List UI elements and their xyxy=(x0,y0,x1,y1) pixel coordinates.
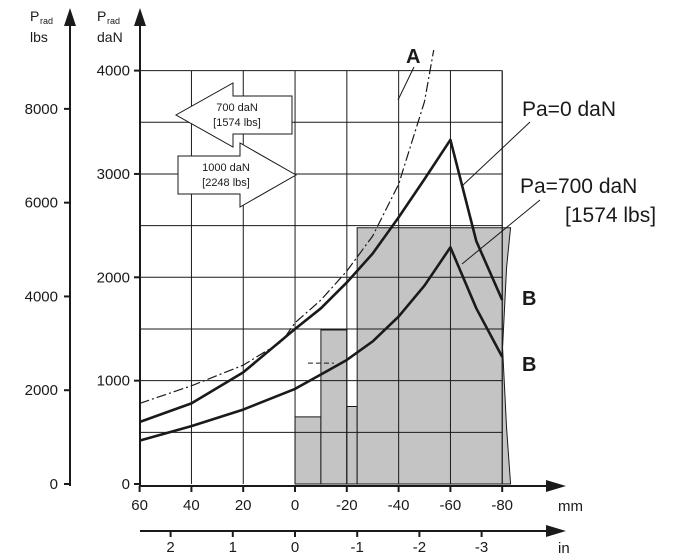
series-pa0-label: Pa=0 daN xyxy=(522,98,616,121)
series-pa0-leader xyxy=(461,121,531,187)
in-tick-label-3: -1 xyxy=(351,539,364,556)
in-tick-label-5: -3 xyxy=(475,539,488,556)
series-line-1 xyxy=(139,50,435,404)
dan-axis-title-main: P xyxy=(97,8,106,24)
shaded-region-1 xyxy=(294,416,322,485)
arrow-700-line1: 700 daN xyxy=(216,102,258,114)
series-a-label: A xyxy=(406,46,420,68)
lbs-tick-label-0: 0 xyxy=(50,476,58,493)
in-tick-label-4: -2 xyxy=(413,539,426,556)
shaded-region-2 xyxy=(320,329,348,485)
curve-end-label-upper: B xyxy=(522,288,536,310)
series xyxy=(139,50,504,442)
mm-axis-arrow-icon xyxy=(546,480,566,492)
arrow-700-dan: 700 daN [1574 lbs] xyxy=(174,82,293,148)
series-line-2 xyxy=(139,138,504,424)
axes xyxy=(64,8,566,537)
mm-tick-label-7: -80 xyxy=(491,497,513,514)
grid xyxy=(140,70,503,484)
mm-tick-label-4: -20 xyxy=(336,497,358,514)
dan-axis-unit: daN xyxy=(97,29,123,45)
shaded-regions xyxy=(294,227,512,485)
mm-tick-label-6: -60 xyxy=(440,497,462,514)
mm-tick-label-1: 40 xyxy=(183,497,200,514)
dan-axis-arrow-icon xyxy=(134,8,146,26)
dan-tick-label-1: 1000 xyxy=(97,373,130,390)
dan-tick-label-2: 2000 xyxy=(97,269,130,286)
lbs-tick-label-1: 2000 xyxy=(25,382,58,399)
arrow-1000-line1: 1000 daN xyxy=(202,162,250,174)
dan-axis-title-sub: rad xyxy=(107,16,120,26)
lbs-axis-title-main: P xyxy=(30,8,39,24)
lbs-axis-arrow-icon xyxy=(64,8,76,26)
in-axis-unit: in xyxy=(558,540,570,556)
in-tick-label-1: 1 xyxy=(229,539,237,556)
arrow-1000-dan: 1000 daN [2248 lbs] xyxy=(177,142,298,208)
in-tick-label-2: 0 xyxy=(291,539,299,556)
lbs-axis-title-sub: rad xyxy=(40,16,53,26)
series-pa700-leader xyxy=(461,199,541,265)
mm-tick-label-2: 20 xyxy=(235,497,252,514)
in-tick-label-0: 2 xyxy=(166,539,174,556)
dan-tick-label-0: 0 xyxy=(122,476,130,493)
shaded-region-3 xyxy=(346,405,358,485)
series-pa700-label: Pa=700 daN xyxy=(520,175,637,198)
mm-tick-label-3: 0 xyxy=(291,497,299,514)
in-axis-arrow-icon xyxy=(546,525,566,537)
mm-axis-unit: mm xyxy=(558,498,583,515)
arrow-1000-line2: [2248 lbs] xyxy=(202,177,250,189)
curve-end-label-lower: B xyxy=(522,354,536,376)
mm-tick-label-0: 60 xyxy=(131,497,148,514)
arrow-700-line2: [1574 lbs] xyxy=(213,117,261,129)
dan-tick-label-3: 3000 xyxy=(97,166,130,183)
lbs-tick-label-3: 6000 xyxy=(25,195,58,212)
series-line-3 xyxy=(139,246,504,442)
mm-tick-label-5: -40 xyxy=(388,497,410,514)
dan-tick-label-4: 4000 xyxy=(97,63,130,80)
series-a-leader xyxy=(397,66,415,101)
shaded-region-4 xyxy=(356,227,512,485)
series-pa700-label-lbs: [1574 lbs] xyxy=(565,204,656,227)
lbs-tick-label-2: 4000 xyxy=(25,288,58,305)
lbs-tick-label-4: 8000 xyxy=(25,101,58,118)
lbs-axis-unit: lbs xyxy=(30,29,48,45)
